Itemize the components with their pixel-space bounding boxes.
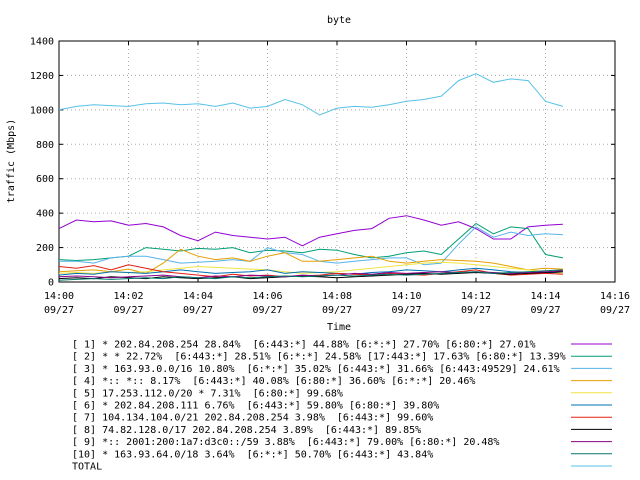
x-tick-time: 14:06 [252, 291, 282, 302]
x-tick-time: 14:10 [391, 291, 421, 302]
x-axis-ticks: 14:00 09/27 14:02 09/27 14:04 09/27 14:06 09/27… [44, 41, 630, 316]
legend-label: [ 2] * * 22.72% [6:443:*] 28.51% [6:*:*]… [72, 352, 566, 363]
y-tick-label: 1400 [30, 37, 54, 48]
legend: [ 1] * 202.84.208.254 28.84% [6:443:*] 4… [72, 340, 612, 473]
series-line-10 [58, 269, 563, 281]
series-line-3 [59, 226, 563, 266]
series-line-6 [58, 267, 563, 276]
x-axis-label: Time [327, 322, 351, 333]
legend-label: [ 8] 74.82.128.0/17 202.84.208.254 3.89%… [72, 425, 421, 436]
x-tick-time: 14:00 [44, 291, 74, 302]
x-tick-time: 14:04 [183, 291, 213, 302]
series-line-5 [58, 261, 563, 274]
x-tick-time: 14:14 [530, 291, 560, 302]
series-line-11 [58, 73, 564, 116]
legend-label: [ 9] *:: 2001:200:1a7:d3c0::/59 3.88% [6… [72, 437, 499, 448]
series-lines [58, 73, 564, 281]
legend-label: [ 6] * 202.84.208.111 6.76% [6:443:*] 59… [72, 401, 439, 412]
y-axis-label: traffic (Mbps) [6, 119, 17, 203]
y-tick-label: 800 [36, 140, 54, 151]
y-axis-ticks: 0 200 400 600 800 1000 1200 1400 [30, 37, 615, 289]
x-tick-time: 14:12 [461, 291, 491, 302]
y-tick-label: 400 [36, 209, 54, 220]
x-tick-date: 09/27 [530, 305, 560, 316]
x-tick-date: 09/27 [183, 305, 213, 316]
y-tick-label: 1000 [30, 105, 54, 116]
series-line-1 [58, 215, 563, 247]
y-tick-label: 1200 [30, 71, 54, 82]
legend-label: TOTAL [72, 462, 102, 473]
legend-label: [ 5] 17.253.112.0/20 * 7.31% [6:80:*] 99… [72, 388, 343, 399]
legend-label: [ 7] 104.134.104.0/21 202.84.208.254 3.9… [72, 413, 433, 424]
x-tick-date: 09/27 [113, 305, 143, 316]
series-line-4 [58, 248, 563, 274]
y-tick-label: 600 [36, 174, 54, 185]
x-tick-date: 09/27 [461, 305, 491, 316]
x-tick-time: 14:16 [600, 291, 630, 302]
x-tick-time: 14:08 [322, 291, 352, 302]
x-tick-date: 09/27 [252, 305, 282, 316]
legend-label: [10] * 163.93.64.0/18 3.64% [6:*:*] 50.7… [72, 449, 433, 460]
legend-label: [ 3] * 163.93.0.0/16 10.80% [6:*:*] 35.0… [72, 364, 560, 375]
chart-title: byte [327, 15, 351, 26]
legend-label: [ 4] *:: *:: 8.17% [6:443:*] 40.08% [6:8… [72, 376, 475, 387]
series-line-2 [58, 222, 563, 262]
x-tick-date: 09/27 [44, 305, 74, 316]
x-tick-date: 09/27 [322, 305, 352, 316]
grid [59, 41, 615, 282]
y-tick-label: 200 [36, 243, 54, 254]
x-tick-date: 09/27 [391, 305, 421, 316]
y-tick-label: 0 [48, 278, 54, 289]
x-tick-date: 09/27 [600, 305, 630, 316]
legend-label: [ 1] * 202.84.208.254 28.84% [6:443:*] 4… [72, 340, 536, 351]
x-tick-time: 14:02 [113, 291, 143, 302]
